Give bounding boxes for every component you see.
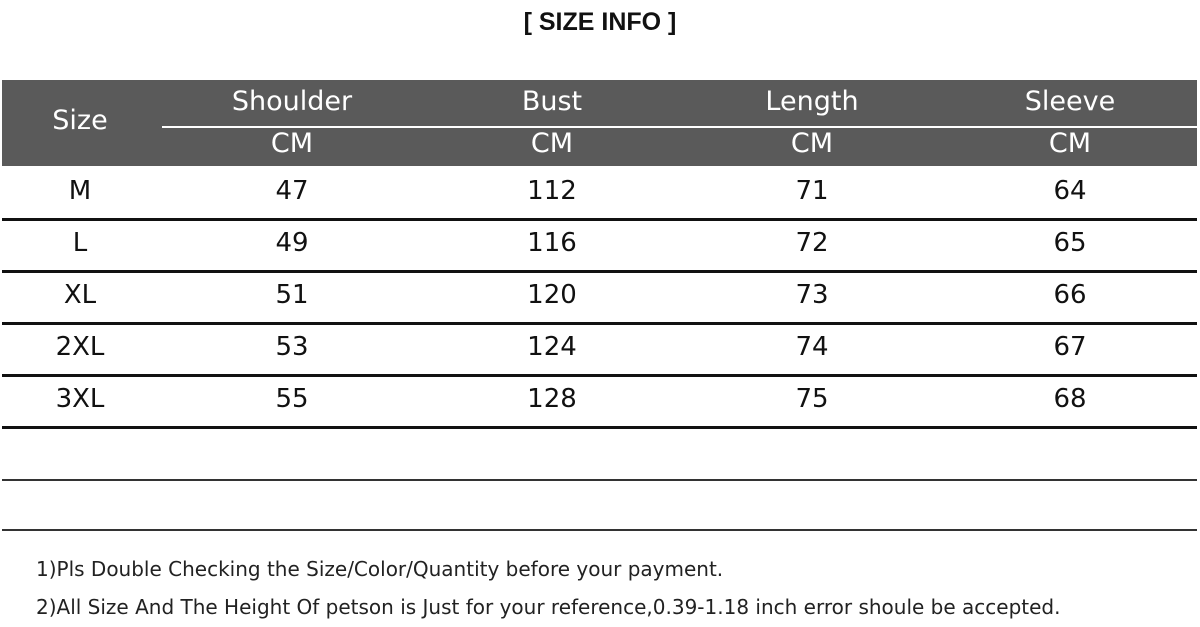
table-cell: 66 xyxy=(1053,280,1087,310)
table-cell: L xyxy=(72,228,88,258)
header-bust: Bust xyxy=(521,86,583,117)
table-cell: 2XL xyxy=(55,332,105,362)
table-row: 2XL 53 124 74 67 xyxy=(2,322,1197,377)
table-cell: 64 xyxy=(1053,176,1087,206)
table-cell: 74 xyxy=(795,332,829,362)
page-title: [ SIZE INFO ] xyxy=(523,8,677,36)
table-cell: 128 xyxy=(527,384,577,414)
table-cell: 53 xyxy=(275,332,309,362)
table-cell: 55 xyxy=(275,384,309,414)
table-cell: 75 xyxy=(795,384,829,414)
header-unit: CM xyxy=(270,128,314,159)
note-2: 2)All Size And The Height Of petson is J… xyxy=(36,595,1061,619)
table-cell: 67 xyxy=(1053,332,1087,362)
table-row: 3XL 55 128 75 68 xyxy=(2,374,1197,429)
table-row: XL 51 120 73 66 xyxy=(2,270,1197,325)
header-sleeve: Sleeve xyxy=(1024,86,1116,117)
table-row: M 47 112 71 64 xyxy=(2,166,1197,221)
table-cell: 71 xyxy=(795,176,829,206)
table-cell: 124 xyxy=(527,332,577,362)
header-length: Length xyxy=(765,86,859,117)
header-shoulder: Shoulder xyxy=(231,86,353,117)
note-1: 1)Pls Double Checking the Size/Color/Qua… xyxy=(36,557,724,581)
table-header: Size Shoulder CM Bust CM Length CM Sleev… xyxy=(2,80,1197,166)
header-size: Size xyxy=(52,105,108,136)
table-cell: 120 xyxy=(527,280,577,310)
table-cell: 3XL xyxy=(55,384,105,414)
header-unit: CM xyxy=(530,128,574,159)
header-unit: CM xyxy=(790,128,834,159)
table-cell: 68 xyxy=(1053,384,1087,414)
table-cell: XL xyxy=(63,280,97,310)
table-cell: 51 xyxy=(275,280,309,310)
table-cell: 49 xyxy=(275,228,309,258)
table-cell: 73 xyxy=(795,280,829,310)
table-cell: 116 xyxy=(527,228,577,258)
header-unit: CM xyxy=(1048,128,1092,159)
table-cell: 65 xyxy=(1053,228,1087,258)
empty-row xyxy=(2,480,1197,531)
header-divider xyxy=(162,126,1197,128)
table-cell: 72 xyxy=(795,228,829,258)
table-cell: 47 xyxy=(275,176,309,206)
table-row: L 49 116 72 65 xyxy=(2,218,1197,273)
table-cell: 112 xyxy=(527,176,577,206)
empty-row xyxy=(2,428,1197,481)
table-cell: M xyxy=(68,176,92,206)
